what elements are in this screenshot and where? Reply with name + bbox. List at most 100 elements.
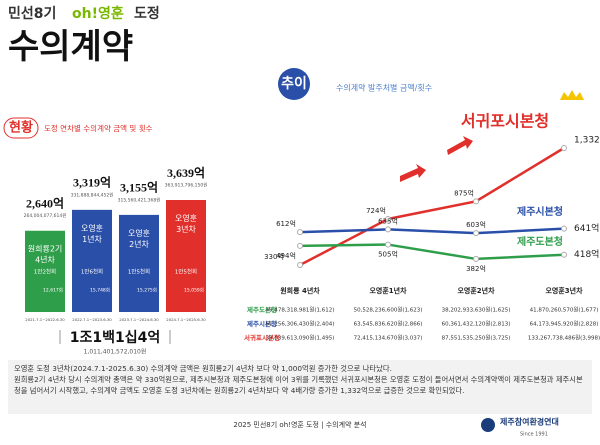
tagline-pre: 민선8기 [8, 5, 56, 22]
series-line [299, 243, 565, 261]
trend-desc: 수의계약 발주처별 금액/횟수 [336, 83, 432, 93]
table-cell: 72,415,134,670원(3,037) [354, 334, 423, 342]
table-cell: 50,528,236,600원(1,623) [354, 306, 423, 314]
category-label: 원희룡2기 4년차 [28, 243, 63, 264]
count-approx: 1만2천회 [34, 268, 56, 276]
legend-label: 서귀포시본청 [461, 112, 549, 131]
footer-caption: 2025 민선8기 oh!영훈 도정 | 수의계약 분석 [233, 420, 366, 429]
point [473, 198, 479, 205]
footer-org: 제주참여환경연대 [500, 417, 559, 427]
count-approx: 1만6천회 [81, 268, 103, 276]
table-row-label: 제주시본청 [247, 319, 277, 328]
value-label: 724억 [366, 207, 386, 215]
period: 2023.7.1~2024.6.30 [119, 317, 159, 322]
bar [25, 230, 65, 312]
point [561, 145, 567, 151]
tagline-post: 도정 [134, 5, 160, 22]
point [297, 262, 303, 268]
logo-mark [481, 418, 495, 432]
point [385, 215, 391, 222]
value-label: 418억 [574, 248, 599, 260]
footer-since: Since 1991 [520, 432, 548, 438]
paragraph: 오영훈 도정 3년차(2024.7.1-2025.6.30) 수의계약 금액은 … [14, 364, 392, 373]
table-cell: 60,361,432,120원(2,813) [442, 320, 511, 328]
category-label: 오영훈 3년차 [175, 213, 197, 234]
status-label: 현황 [9, 120, 33, 136]
status-desc: 도정 연차별 수의계약 금액 및 횟수 [44, 123, 153, 133]
bar [166, 200, 206, 312]
category-label: 오영훈 2년차 [128, 227, 150, 248]
value-label: 641억 [574, 222, 599, 234]
count-approx: 1만5천회 [128, 268, 150, 276]
total: 1조1백1십4억 [70, 330, 161, 346]
status-badge [3, 117, 39, 139]
point [385, 241, 391, 248]
total-amount: 1,011,401,572,010원 [84, 348, 147, 356]
crown [560, 90, 584, 100]
x-label: 오영훈1년차 [369, 286, 407, 295]
x-label: 오영훈2년차 [457, 286, 495, 295]
value-label: 635억 [378, 217, 398, 225]
x-label: 원희룡 4년차 [280, 286, 320, 295]
count: 15,059회 [184, 287, 204, 294]
table-row-label: 제주도본청 [247, 305, 277, 314]
value-label: 3,319억 [73, 176, 111, 190]
bar [119, 214, 159, 312]
series-line [299, 146, 565, 267]
point [473, 230, 479, 237]
value-label: 612억 [276, 220, 296, 228]
paragraph: 원희룡2기 4년차 당시 수의계약 총액은 약 330억원으로, 제주시본청과 … [14, 375, 583, 395]
table-cell: 38,202,933,630원(1,625) [442, 306, 511, 314]
amount-label: 264,004,077,614원 [24, 212, 67, 219]
point [561, 251, 567, 258]
value-label: 505억 [378, 251, 398, 259]
brand: oh!영훈 [72, 5, 124, 22]
count-approx: 1만5천회 [175, 268, 197, 276]
table-cell: 41,870,260,570원(1,677) [530, 306, 599, 314]
bar [72, 209, 112, 312]
point [297, 229, 303, 236]
count: 15,748회 [90, 287, 110, 294]
category-label: 오영훈 1년차 [81, 222, 103, 243]
point [561, 225, 567, 232]
period: 2022.7.1~2023.6.30 [72, 317, 112, 322]
table-cell: 49,478,318,981원(1,612) [266, 306, 335, 314]
count: 12,617회 [43, 287, 63, 294]
table-cell: 61,256,306,430원(2,404) [266, 320, 335, 328]
point [473, 255, 479, 262]
table-row-label: 서귀포시본청 [244, 333, 280, 342]
trend-badge [278, 68, 310, 100]
value-label: 494억 [276, 252, 296, 260]
value-label: 3,155억 [120, 181, 158, 195]
table-cell: 33,039,613,090원(1,495) [266, 334, 335, 342]
arrows [400, 136, 473, 182]
summary-box: 오영훈 도정 3년차(2024.7.1-2025.6.30) 수의계약 금액은 … [8, 360, 592, 414]
value-label: 1,332억 [574, 134, 600, 146]
point [385, 226, 391, 233]
count: 15,275회 [137, 287, 157, 294]
series-line [299, 227, 565, 235]
trend-label: 추이 [281, 75, 307, 92]
table-cell: 87,551,535,250원(3,725) [442, 334, 511, 342]
value-label: 875억 [454, 189, 474, 197]
amount-label: 315,560,421,368원 [118, 196, 161, 203]
table-cell: 64,173,945,920원(2,828) [530, 320, 599, 328]
x-label: 오영훈3년차 [545, 286, 583, 295]
table-cell: 63,545,836,620원(2,866) [354, 320, 423, 328]
value-label: 382억 [466, 265, 486, 273]
amount-label: 363,913,796,150원 [165, 182, 208, 189]
amount-label: 331,888,844,452원 [71, 191, 114, 198]
value-label: 3,639억 [167, 166, 205, 180]
period: 2021.7.1~2022.6.30 [25, 317, 65, 322]
point [297, 242, 303, 249]
value-label: 330억 [264, 253, 284, 261]
total-bracket [59, 330, 171, 344]
table-cell: 133,267,738,486원(3,998) [528, 334, 600, 342]
value-label: 603억 [466, 221, 486, 229]
legend-label: 제주도본청 [517, 235, 563, 248]
legend-label: 제주시본청 [517, 205, 563, 218]
title: 수의계약 [8, 28, 133, 66]
period: 2024.7.1~2025.6.30 [166, 317, 206, 322]
